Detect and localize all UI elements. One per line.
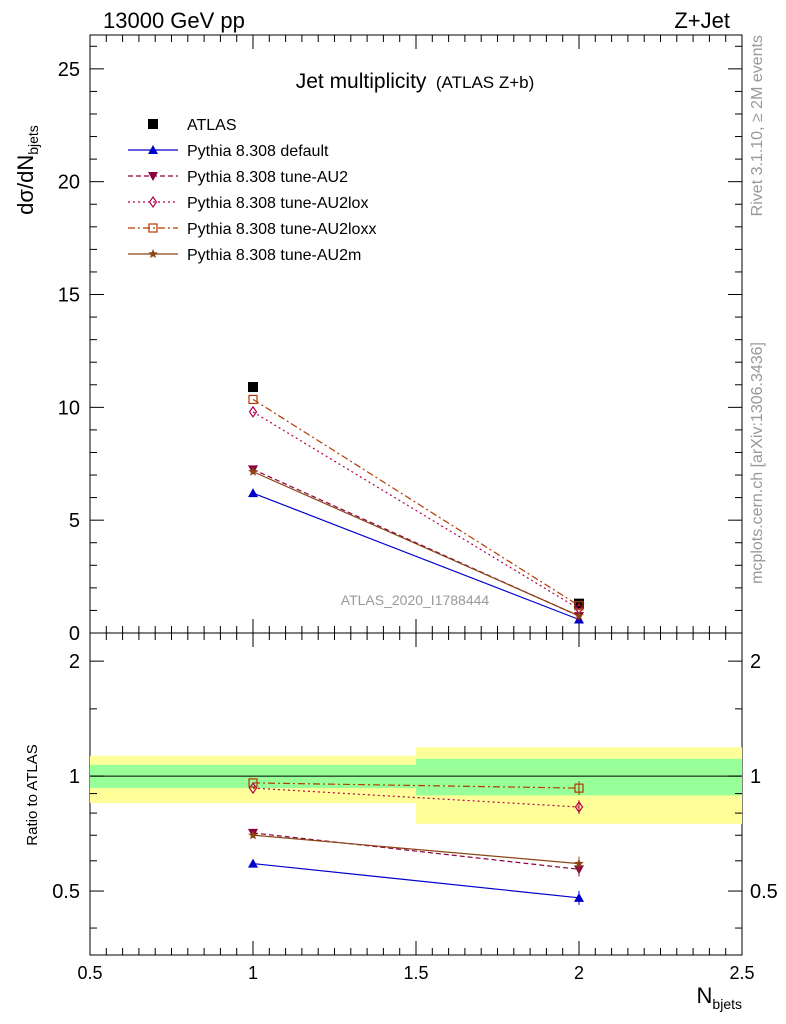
ratio-y-tick-label-right: 2 [750,651,761,673]
ratio-panel-series [248,778,584,905]
header-energy-label: 13000 GeV pp [103,8,245,33]
ratio-point-AU2lox [574,800,584,814]
plot-title: Jet multiplicity (ATLAS Z+b) [296,70,535,93]
main-y-tick-label: 15 [58,285,80,307]
analysis-label: ATLAS_2020_I1788444 [341,592,490,608]
header-process-label: Z+Jet [674,8,730,33]
main-y-tick-label: 10 [58,397,80,419]
x-tick-label: 1 [248,963,258,983]
main-point-AU2loxx [574,601,584,611]
main-y-tick-label: 5 [69,510,80,532]
ratio-point-default [574,892,584,902]
ratio-point-AU2loxx [574,783,584,793]
legend-label-AU2: Pythia 8.308 tune-AU2 [187,169,348,186]
ratio-line-AU2loxx [252,782,580,789]
legend-label-data: ATLAS [187,117,237,134]
ratio-point-AU2m [574,858,584,868]
ratio-uncertainty-bands [90,747,742,824]
ratio-point-default [248,858,258,868]
ratio-y-tick-label: 0.5 [52,881,80,903]
main-point-AU2m [248,466,258,476]
axis-ticks: 0.5 1 1.5 2 2.5 0 5 10 15 20 25 0.5 0.5 1 1 2 2 [52,35,778,983]
legend-marker-AU2 [148,172,158,181]
legend-marker-data [148,119,158,129]
legend-label-AU2loxx: Pythia 8.308 tune-AU2loxx [187,221,376,238]
x-tick-label: 1.5 [403,963,428,983]
x-axis-label: Nbjets [697,983,742,1012]
ratio-point-AU2loxx [248,778,258,788]
plot-title-sub: (ATLAS Z+b) [436,73,534,92]
x-tick-label: 0.5 [77,963,102,983]
x-tick-label: 2 [574,963,584,983]
legend-marker-AU2lox [148,195,158,209]
ratio-y-axis-label: Ratio to ATLAS [24,744,41,845]
legend-marker-AU2loxx [148,223,158,233]
top-y-axis-label-sub: bjets [25,125,41,155]
main-point-AU2lox [248,405,258,418]
rivet-version-label: Rivet 3.1.10, ≥ 2M events [749,35,766,216]
main-line-AU2lox [252,411,580,610]
ratio-y-tick-label: 2 [69,651,80,673]
legend-label-AU2lox: Pythia 8.308 tune-AU2lox [187,195,368,212]
ratio-line-default [252,863,580,899]
main-y-tick-label: 25 [58,59,80,81]
main-point-AU2m [574,610,584,620]
legend-label-AU2m: Pythia 8.308 tune-AU2m [187,247,361,264]
top-y-axis-label: dσ/dNbjets [13,125,41,215]
top-y-axis-label-main: dσ/dN [13,155,38,215]
mcplots-reference-label: mcplots.cern.ch [arXiv:1306.3436] [749,342,766,584]
legend-marker-AU2m [148,249,158,259]
x-axis-label-main: N [697,983,713,1008]
ratio-y-tick-label-right: 0.5 [750,881,778,903]
main-line-default [252,492,580,621]
legend-label-default: Pythia 8.308 default [187,143,329,160]
main-line-AU2loxx [252,398,580,607]
main-point-data [248,382,258,393]
x-tick-label: 2.5 [729,963,754,983]
main-y-tick-label: 20 [58,172,80,194]
ratio-line-AU2 [252,832,580,870]
main-line-AU2m [252,471,580,617]
legend-marker-default [148,145,158,154]
main-y-tick-label: 0 [69,623,80,645]
ratio-y-tick-label-right: 1 [750,766,761,788]
ratio-y-tick-label: 1 [69,766,80,788]
plot-title-main: Jet multiplicity [296,70,427,93]
ratio-point-AU2m [248,830,258,840]
main-point-AU2loxx [248,394,258,405]
ratio-line-AU2m [252,834,580,865]
x-axis-label-sub: bjets [712,996,742,1012]
legend: ATLAS Pythia 8.308 default Pythia 8.308 tu… [128,117,376,264]
main-panel-series [248,382,584,624]
main-point-default [248,488,258,498]
